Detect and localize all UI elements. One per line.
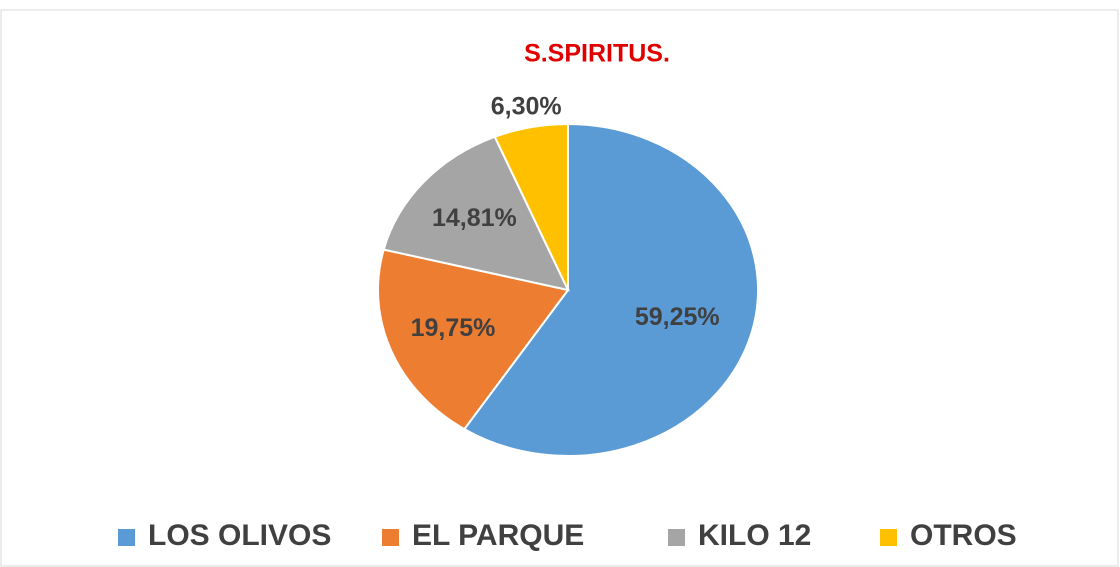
data-label: 59,25% xyxy=(635,303,720,331)
legend-label: KILO 12 xyxy=(698,519,811,552)
data-label: 19,75% xyxy=(411,314,496,342)
pie-slice xyxy=(377,248,570,431)
legend-swatch xyxy=(668,529,685,546)
legend-label: LOS OLIVOS xyxy=(148,519,331,552)
data-label: 14,81% xyxy=(432,204,517,232)
legend-swatch xyxy=(880,529,897,546)
pie-slice xyxy=(462,122,759,457)
legend-swatch xyxy=(118,529,135,546)
chart-title: S.SPIRITUS. xyxy=(524,40,670,68)
pie-slice xyxy=(493,122,569,291)
data-label: 6,30% xyxy=(491,92,562,120)
legend-swatch xyxy=(382,529,399,546)
legend-label: EL PARQUE xyxy=(412,519,584,552)
legend-label: OTROS xyxy=(910,519,1017,552)
pie-slice xyxy=(382,135,570,292)
